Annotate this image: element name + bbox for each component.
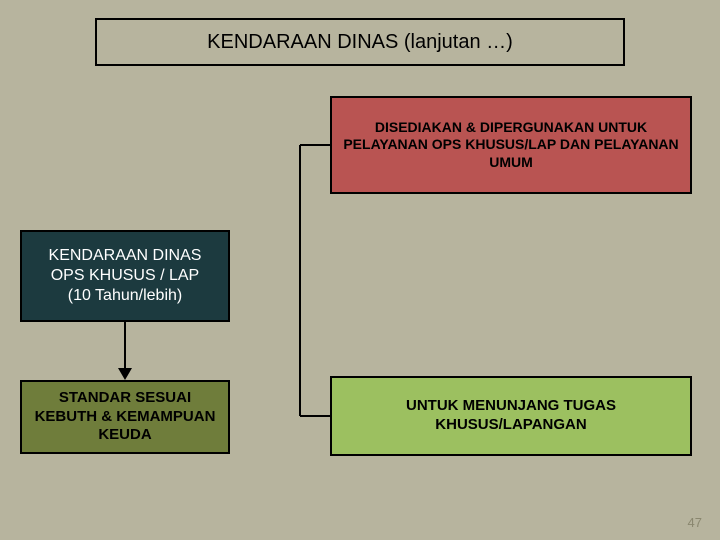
slide-title: KENDARAAN DINAS (lanjutan …) <box>95 18 625 66</box>
box-left-main-line2: OPS KHUSUS / LAP <box>49 266 202 286</box>
box-left-main-line3: (10 Tahun/lebih) <box>49 286 202 306</box>
box-bottom-right: UNTUK MENUNJANG TUGAS KHUSUS/LAPANGAN <box>330 376 692 456</box>
slide-title-text: KENDARAAN DINAS (lanjutan …) <box>207 31 513 54</box>
page-number: 47 <box>688 515 702 530</box>
box-left-bottom-text: STANDAR SESUAI KEBUTH & KEMAMPUAN KEUDA <box>32 389 218 445</box>
box-top-right: DISEDIAKAN & DIPERGUNAKAN UNTUK PELAYANA… <box>330 96 692 194</box>
box-left-bottom: STANDAR SESUAI KEBUTH & KEMAMPUAN KEUDA <box>20 380 230 454</box>
box-left-main-text: KENDARAAN DINAS OPS KHUSUS / LAP (10 Tah… <box>49 246 202 306</box>
box-left-main-line1: KENDARAAN DINAS <box>49 246 202 266</box>
box-left-main: KENDARAAN DINAS OPS KHUSUS / LAP (10 Tah… <box>20 230 230 322</box>
box-top-right-text: DISEDIAKAN & DIPERGUNAKAN UNTUK PELAYANA… <box>342 119 680 172</box>
box-bottom-right-text: UNTUK MENUNJANG TUGAS KHUSUS/LAPANGAN <box>342 397 680 435</box>
